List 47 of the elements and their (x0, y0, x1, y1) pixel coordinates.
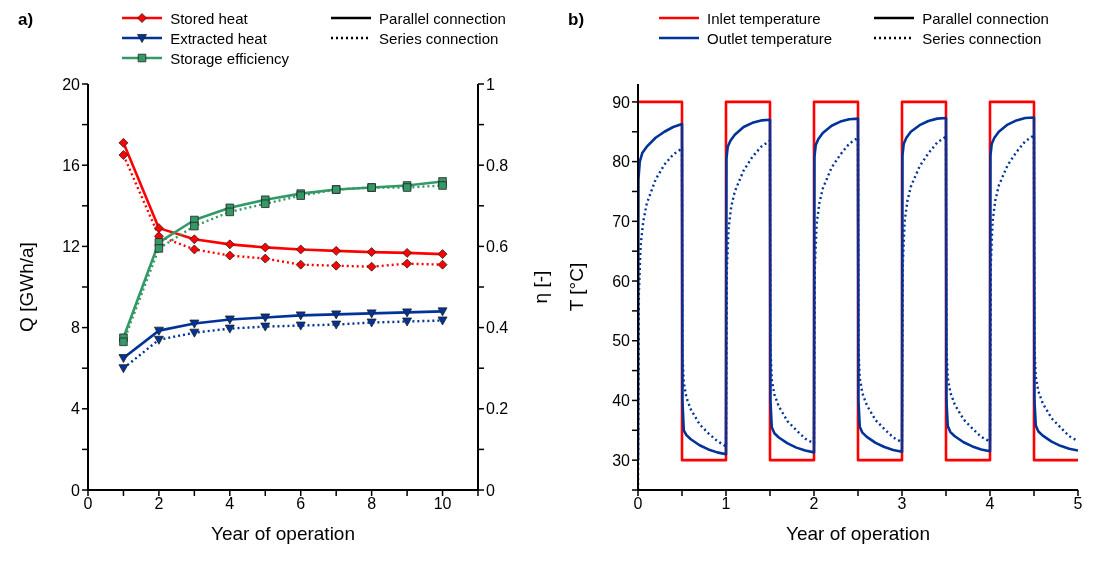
x-tick-label: 10 (433, 495, 452, 513)
y-tick-label: 4 (71, 400, 81, 418)
x-tick-label: 4 (985, 495, 995, 513)
x-tick-label: 0 (633, 495, 643, 513)
y-tick-label: 16 (62, 156, 81, 174)
y-tick-label: 30 (612, 451, 631, 469)
text: Parallel connection (922, 9, 1049, 27)
y2-tick-label: 0 (486, 481, 495, 499)
y-tick-label: 80 (612, 153, 631, 171)
y-axis-title: T [°C] (565, 262, 587, 312)
text: Series connection (922, 29, 1042, 47)
x-axis-title: Year of operation (785, 523, 931, 544)
y-tick-label: 70 (612, 213, 631, 230)
x-tick-label: 4 (225, 495, 235, 513)
y2-tick-label: 0.2 (486, 400, 509, 418)
x-tick-label: 1 (721, 495, 731, 513)
chart-title: a) (18, 10, 34, 30)
legend-label: Outlet temperature (707, 29, 833, 47)
x-tick-label: 2 (154, 495, 164, 513)
x-tick-label: 5 (1073, 495, 1083, 513)
y-tick-label: 20 (62, 75, 81, 93)
x-tick-label: 8 (367, 495, 377, 513)
y2-tick-label: 0.6 (486, 238, 509, 256)
y-tick-label: 8 (71, 319, 81, 337)
y-tick-label: 50 (612, 332, 631, 350)
y-tick-label: 60 (612, 272, 631, 290)
x-tick-label: 0 (83, 495, 93, 513)
legend-label: Extracted heat (170, 29, 267, 47)
legend-label: Inlet temperature (707, 9, 821, 27)
legend-label: Stored heat (170, 9, 248, 27)
x-tick-label: 6 (296, 495, 306, 513)
y-tick-label: 40 (612, 392, 631, 410)
y2-tick-label: 0.4 (486, 319, 509, 337)
y2-tick-label: 1 (486, 75, 495, 93)
x-axis-title: Year of operation (210, 523, 356, 544)
chart-title: b) (568, 10, 585, 30)
x-tick-label: 2 (809, 495, 819, 513)
y-tick-label: 12 (62, 238, 81, 256)
text: Parallel connection (379, 9, 506, 27)
y-tick-label: 90 (612, 93, 631, 111)
y-axis-title: Q [GWh/a] (15, 242, 37, 332)
y2-axis-title: η [-] (529, 270, 551, 304)
y2-tick-label: 0.8 (486, 156, 509, 174)
text: Series connection (379, 29, 499, 47)
y-tick-label: 0 (71, 481, 81, 499)
x-tick-label: 3 (897, 495, 907, 513)
legend-label: Storage efficiency (170, 49, 290, 67)
